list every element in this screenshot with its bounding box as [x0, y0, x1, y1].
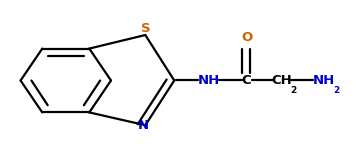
Text: 2: 2: [334, 86, 340, 95]
Text: CH: CH: [271, 74, 292, 87]
Text: C: C: [242, 74, 252, 87]
Text: 2: 2: [290, 86, 297, 95]
Text: NH: NH: [197, 74, 220, 87]
Text: NH: NH: [313, 74, 335, 87]
Text: N: N: [138, 119, 149, 133]
Text: O: O: [241, 31, 252, 44]
Text: S: S: [140, 22, 150, 35]
